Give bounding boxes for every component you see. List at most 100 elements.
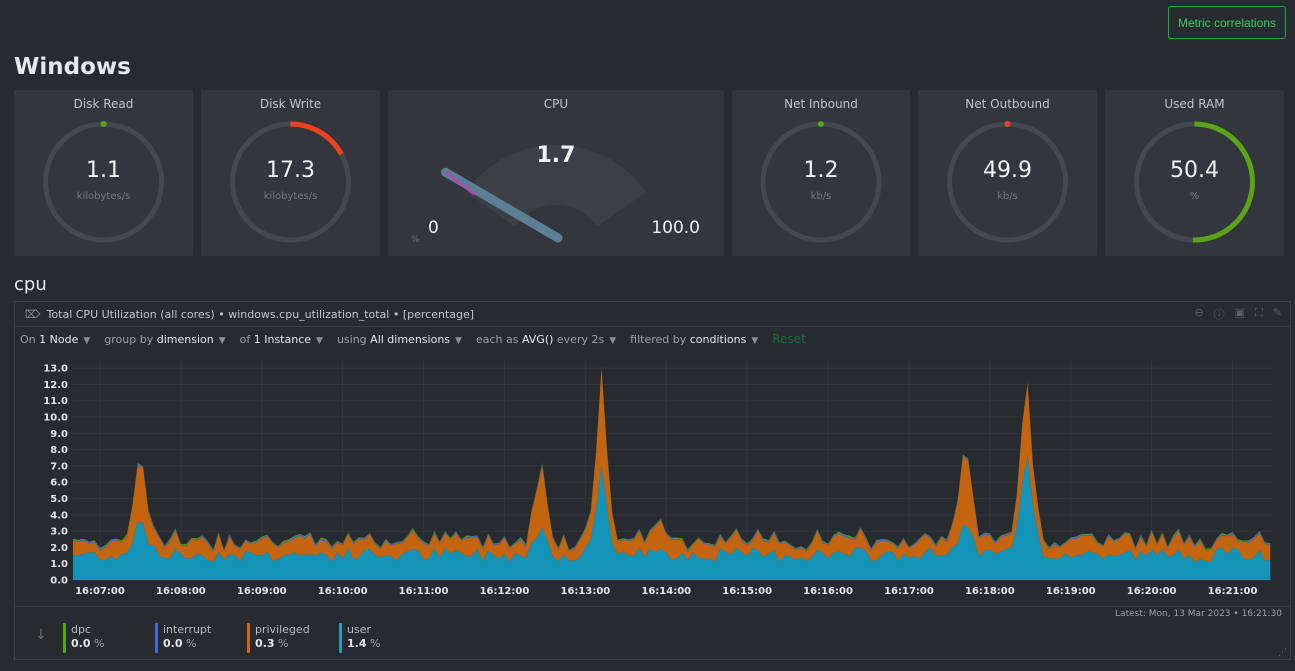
y-tick-label: 8.0 [50,445,68,456]
cpu-section-title: cpu [14,274,47,295]
chart-legend: Latest: Mon, 13 Mar 2023 • 16:21:30 ↓ dp… [15,606,1290,660]
filter-prefix: On [20,332,36,346]
chevron-down-icon: ▼ [455,335,462,346]
x-tick-label: 16:17:00 [884,586,934,597]
x-tick-label: 16:18:00 [965,586,1015,597]
gauge-dot [818,121,824,127]
gauge-title: Used RAM [1164,97,1225,111]
filter-interval: every 2s [556,332,605,346]
gauge-title: CPU [543,97,569,111]
resize-handle-icon[interactable]: ⋰ [1278,648,1287,658]
nodes-filter[interactable]: On 1 Node ▼ [20,333,90,346]
chevron-down-icon: ▼ [218,335,226,346]
latest-value: Mon, 13 Mar 2023 • 16:21:30 [1148,609,1282,619]
archive-icon[interactable]: ▣ [1234,306,1246,319]
x-tick-label: 16:12:00 [480,586,530,597]
y-tick-label: 12.0 [43,380,68,391]
filter-prefix: of [239,332,251,346]
legend-name: privileged [255,623,310,636]
legend-value: 0.3 [255,637,275,650]
x-tick-label: 16:19:00 [1046,586,1096,597]
chart-toolbar: ⊖ ⓘ ▣ ⛶ ✎ [1194,306,1290,322]
gauge-value: 1.2 [803,158,839,183]
legend-item-interrupt[interactable]: interrupt 0.0 % [155,623,211,653]
edit-icon[interactable]: ✎ [1272,306,1282,319]
gauge-arc [1192,121,1255,243]
cpu-gauge-min: 0 [428,218,439,238]
latest-timestamp: Latest: Mon, 13 Mar 2023 • 16:21:30 [1115,609,1282,619]
gauge-ring [43,121,164,243]
gauge-value: 17.3 [266,158,315,183]
x-tick-label: 16:21:00 [1208,586,1258,597]
legend-color [339,623,342,653]
legend-unit: % [186,637,197,650]
x-tick-label: 16:10:00 [318,586,368,597]
metric-correlations-button[interactable]: Metric correlations [1168,6,1286,39]
legend-value-line: 1.4 % [347,637,380,650]
cpu-speedometer [441,145,647,243]
legend-item-user[interactable]: user 1.4 % [339,623,380,653]
conditions-filter[interactable]: filtered by conditions ▼ [630,333,758,346]
used-ram-card[interactable]: Used RAM 50.4 % [1105,90,1284,256]
gauge-title: Disk Write [259,97,322,111]
fullscreen-icon[interactable]: ⛶ [1255,306,1263,319]
disk-read-card[interactable]: Disk Read 1.1 kilobytes/s [14,90,193,256]
aggregation-filter[interactable]: each as AVG() every 2s ▼ [476,333,616,346]
latest-label: Latest: [1115,609,1146,619]
cpu-area-chart[interactable]: 0.0 1.0 2.0 3.0 4.0 5.0 6.0 7.0 8.0 9.0 10.0 11.0 12… [15,352,1290,604]
cpu-gauge-card[interactable]: CPU 1.7 0 % 100.0 [388,90,724,256]
chevron-down-icon: ▼ [751,335,759,346]
instances-filter[interactable]: of 1 Instance ▼ [240,333,323,346]
filter-value: 1 Instance [253,332,312,346]
legend-item-privileged[interactable]: privileged 0.3 % [247,623,310,653]
gauge-ring [230,121,351,243]
info-icon[interactable]: ⓘ [1213,308,1225,321]
legend-item-dpc[interactable]: dpc 0.0 % [63,623,104,653]
x-tick-label: 16:07:00 [75,586,125,597]
chevron-down-icon: ▼ [316,335,323,346]
cpu-gauge-unit: % [411,235,420,245]
gauge-dot [1004,121,1011,127]
reset-button[interactable]: Reset [772,332,806,346]
net-outbound-card[interactable]: Net Outbound 49.9 kb/s [918,90,1097,256]
gauge-arc [290,121,344,156]
dimensions-filter[interactable]: using All dimensions ▼ [337,333,462,346]
chevron-down-icon: ▼ [83,335,91,346]
legend-unit: % [370,637,381,650]
filter-value: All dimensions [370,332,451,346]
filter-value: dimension [156,332,214,346]
cpu-gauge-needle [441,167,563,243]
legend-color [247,623,250,653]
net-inbound-card[interactable]: Net Inbound 1.2 kb/s [732,90,910,256]
x-tick-label: 16:11:00 [399,586,449,597]
gauge-ring [947,121,1068,243]
area-series-irq [73,367,1271,552]
tag-icon: ⌦ [25,307,41,321]
y-tick-label: 4.0 [50,510,68,521]
x-tick-label: 16:16:00 [803,586,853,597]
x-tick-label: 16:09:00 [237,586,287,597]
y-tick-label: 10.0 [43,413,68,424]
disk-write-card[interactable]: Disk Write 17.3 kilobytes/s [201,90,380,256]
filter-prefix: group by [104,332,154,346]
legend-value-line: 0.3 % [255,637,310,650]
gauge-dot [100,121,107,127]
zoom-icon[interactable]: ⊖ [1194,306,1204,319]
y-tick-label: 1.0 [50,559,68,570]
section-title: Windows [14,54,131,80]
filter-value: AVG() [521,332,554,346]
cpu-gauge-value: 1.7 [536,143,576,168]
y-tick-label: 6.0 [50,478,68,489]
y-tick-label: 0.0 [50,576,68,587]
chevron-down-icon: ▼ [609,335,617,346]
arrow-down-icon[interactable]: ↓ [35,627,47,643]
legend-unit: % [94,637,105,650]
gauge-unit: kb/s [997,191,1018,202]
legend-value: 0.0 [71,637,91,650]
filter-prefix: using [336,332,367,346]
x-tick-label: 16:15:00 [722,586,772,597]
area-series-user [73,456,1271,580]
group-by-filter[interactable]: group by dimension ▼ [104,333,225,346]
filter-value: conditions [689,332,747,346]
x-tick-label: 16:08:00 [156,586,206,597]
